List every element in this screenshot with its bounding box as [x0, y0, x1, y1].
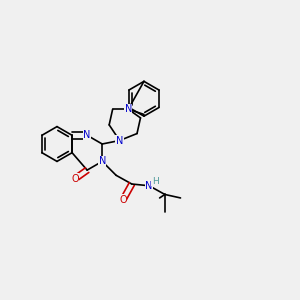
Text: H: H	[152, 177, 159, 186]
Text: N: N	[146, 181, 153, 191]
Text: O: O	[71, 174, 79, 184]
Text: N: N	[124, 104, 132, 114]
Text: N: N	[98, 156, 106, 167]
Text: O: O	[119, 195, 127, 205]
Text: N: N	[116, 136, 123, 146]
Text: N: N	[83, 130, 91, 140]
